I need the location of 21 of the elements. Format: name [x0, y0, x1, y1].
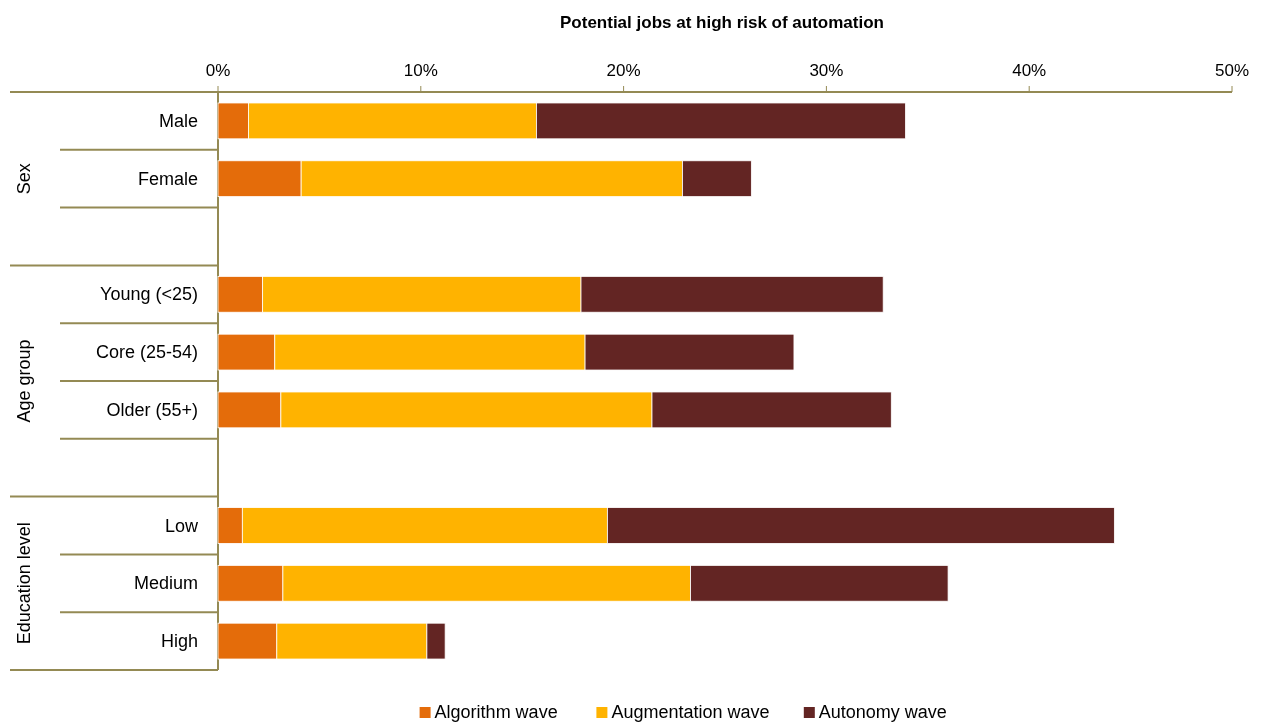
x-tick-label: 10%	[403, 61, 438, 80]
x-tick-label: 20%	[606, 61, 641, 80]
x-tick-label: 40%	[1012, 61, 1047, 80]
y-tick-label: Female	[137, 168, 198, 189]
legend-label: Augmentation wave	[611, 702, 770, 722]
y-tick-label: Core (25-54)	[95, 342, 198, 363]
x-axis-title: Potential jobs at high risk of automation	[560, 13, 884, 32]
y-tick-label: Older (55+)	[106, 399, 198, 420]
y-tick-label: Male	[158, 110, 198, 131]
y-tick-label: High	[160, 631, 198, 652]
x-tick-label: 0%	[205, 61, 231, 80]
legend-label: Autonomy wave	[818, 702, 947, 722]
text: Sex	[14, 163, 34, 195]
y-tick-label: Young (<25)	[100, 284, 198, 305]
x-tick-label: 30%	[809, 61, 844, 80]
y-tick-label: Medium	[133, 573, 198, 594]
y-tick-label: Low	[164, 515, 199, 536]
x-tick-label: 50%	[1214, 61, 1250, 80]
text: Education level	[14, 522, 34, 645]
legend-label: Algorithm wave	[434, 702, 558, 722]
text: Age group	[14, 339, 34, 423]
